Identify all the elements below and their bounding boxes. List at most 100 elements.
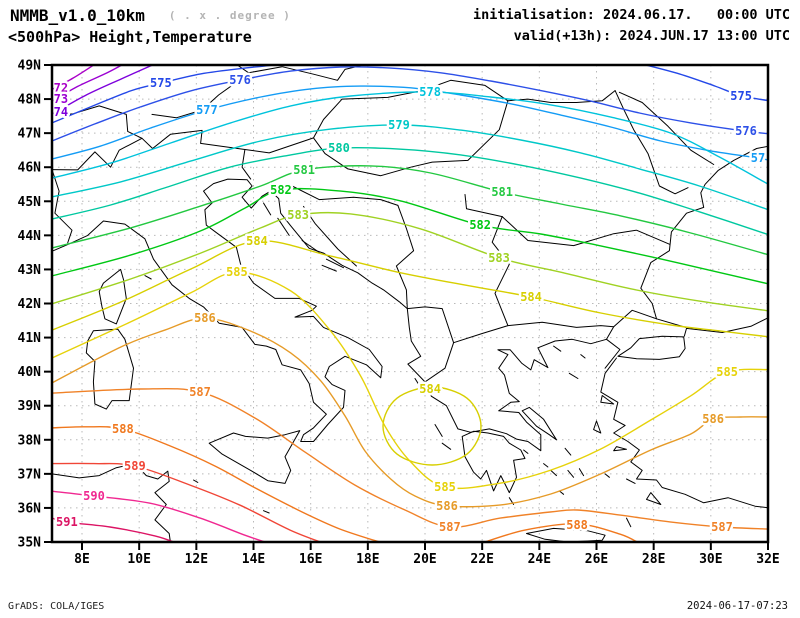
contour-label-576: 576 — [735, 124, 757, 138]
border-romania-ukraine — [507, 90, 616, 103]
sardinia — [85, 328, 134, 410]
contour-label-572: 72 — [54, 81, 68, 95]
contour-label-584: 584 — [246, 234, 268, 248]
contour-labels: 7273745755755765765775757857958058158158… — [51, 70, 768, 536]
contour-label-590: 590 — [83, 489, 105, 503]
initialisation-time: initialisation: 2024.06.17. 00:00 UTC — [473, 7, 790, 23]
border-albania-mk — [406, 306, 455, 344]
contour-label-573: 73 — [54, 92, 68, 106]
contour-label-579: 579 — [388, 118, 410, 132]
contour-589 — [51, 462, 326, 543]
geography — [51, 64, 769, 543]
marmara-sea — [617, 335, 686, 360]
lat-tick-label: 44N — [18, 229, 42, 244]
contour-label-585: 585 — [716, 365, 738, 379]
lat-tick-label: 40N — [18, 365, 42, 380]
contour-585 — [51, 271, 769, 490]
contour-573 — [51, 64, 126, 103]
aegean-island — [567, 469, 575, 478]
contour-label-580: 580 — [328, 141, 350, 155]
lon-tick-label: 16E — [299, 552, 322, 567]
lat-tick-label: 43N — [18, 263, 42, 278]
contour-label-581: 581 — [293, 163, 315, 177]
border-greece-north — [424, 321, 615, 383]
dalmatian-island — [321, 264, 337, 272]
ionian-island — [414, 378, 425, 393]
axes: 49N 48N 47N 46N 45N 44N 43N 42N 41N 40N 39N 38N 37N 3… — [18, 59, 780, 568]
valid-time: valid(+13h): 2024.JUN.17 13:00 UTC — [513, 28, 790, 44]
dalmatian-island — [277, 217, 290, 236]
aegean-island — [626, 478, 636, 484]
aegean-island — [578, 468, 585, 477]
model-title: NMMB_v1.0_10km ( . x . degree ) — [10, 6, 291, 25]
border-serbia-romania — [464, 194, 503, 218]
border-bulgaria-west — [491, 216, 510, 327]
contour-583 — [51, 211, 769, 312]
lat-tick-label: 45N — [18, 195, 42, 210]
ionian-island — [441, 442, 452, 450]
contour-label-583: 583 — [287, 208, 309, 222]
lon-tick-label: 26E — [585, 552, 608, 567]
contour-575 — [51, 64, 291, 124]
lon-tick-label: 20E — [413, 552, 436, 567]
border-bosnia — [303, 205, 357, 267]
aegean-island — [550, 469, 557, 477]
bosphorus-strait — [683, 327, 687, 337]
contour-label-582: 582 — [469, 218, 491, 232]
contour-label-587: 587 — [711, 520, 733, 534]
height-contours — [51, 64, 769, 543]
aegean-island — [613, 446, 627, 452]
pantelleria — [193, 479, 199, 483]
model-name: NMMB_v1.0_10km — [10, 6, 145, 25]
lat-tick-label: 37N — [18, 467, 42, 482]
lat-tick-label: 41N — [18, 331, 42, 346]
border-drina — [395, 204, 415, 310]
peloponnese — [461, 430, 526, 494]
contour-label-587: 587 — [439, 520, 461, 534]
sicily — [208, 430, 301, 484]
contour-label-584: 584 — [419, 382, 441, 396]
border-alpine-north — [151, 64, 370, 119]
dalmatian-island — [301, 240, 320, 253]
lat-tick-label: 39N — [18, 399, 42, 414]
aegean-island — [600, 395, 615, 405]
contour-label-588: 588 — [566, 518, 588, 532]
lat-tick-label: 35N — [18, 536, 42, 551]
lon-tick-label: 18E — [356, 552, 379, 567]
aegean-island — [604, 473, 610, 478]
grid-resolution-note: ( . x . degree ) — [168, 9, 291, 22]
lon-tick-label: 14E — [242, 552, 265, 567]
lat-tick-label: 48N — [18, 93, 42, 108]
chart-title: <500hPa> Height,Temperature — [8, 28, 252, 46]
crete — [526, 527, 606, 543]
corsica — [98, 268, 127, 325]
contour-584 — [51, 240, 769, 338]
map-frame — [50, 63, 770, 544]
aegean-island — [564, 447, 572, 456]
contour-578 — [51, 91, 769, 186]
aegean-island — [523, 449, 529, 454]
contour-label-576: 576 — [229, 73, 251, 87]
border-prut — [614, 90, 689, 195]
contour-588 — [51, 426, 386, 543]
lon-tick-label: 32E — [756, 552, 779, 567]
contour-label-584: 584 — [520, 290, 542, 304]
contour-576 — [51, 66, 769, 142]
aegean-island — [543, 463, 549, 468]
contour-label-585: 585 — [434, 480, 456, 494]
contour-label-574: 74 — [54, 105, 68, 119]
contour-label-588: 588 — [112, 422, 134, 436]
contour-label-581: 581 — [491, 185, 513, 199]
border-sava — [291, 185, 399, 206]
anatolia-aegean-coast — [600, 357, 769, 509]
black-sea-west-coast — [640, 145, 769, 328]
contour-label-589: 589 — [124, 459, 146, 473]
creation-timestamp: 2024-06-17-07:23 — [686, 600, 788, 612]
black-sea-turkey-coast — [686, 316, 769, 333]
contour-label-585: 585 — [226, 265, 248, 279]
grads-credit: GrADS: COLA/IGES — [8, 601, 105, 612]
contour-label-583: 583 — [488, 251, 510, 265]
lon-tick-label: 30E — [699, 552, 722, 567]
europe-mediterranean-coast — [52, 178, 621, 452]
